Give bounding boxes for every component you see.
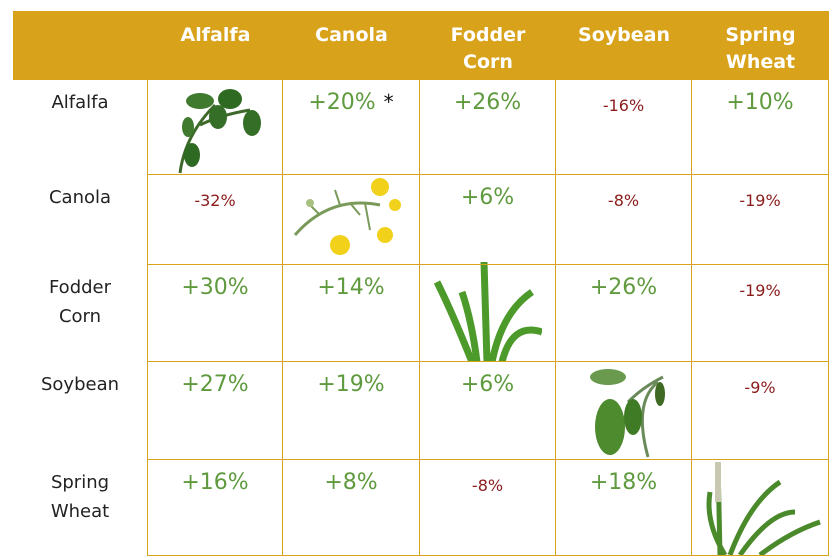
cell-value: -19% [739,191,780,210]
column-header: Canola [283,11,420,80]
table-cell: +14% [283,265,420,362]
column-header-text: Canola [302,22,402,49]
table-cell: +6% [420,362,556,460]
cell-value: +18% [590,470,657,495]
column-header-text: Alfalfa [166,22,266,49]
cell-value: -8% [608,191,639,210]
cell-value: +16% [181,470,248,495]
table-cell [692,460,829,556]
column-header-text: Spring Wheat [711,22,811,76]
column-header-text: Soybean [574,22,674,49]
cell-value: +10% [726,90,793,115]
cell-value: -8% [472,476,503,495]
table-cell: -8% [420,460,556,556]
cell-value: +8% [324,470,377,495]
cell-value: +30% [181,275,248,300]
table-cell: -32% [148,175,283,265]
cell-value: +27% [181,372,248,397]
note-mark: * [384,90,394,114]
row-label-text: Canola [40,183,120,212]
column-header-text: Fodder Corn [438,22,538,76]
row-label: Alfalfa [13,80,148,175]
cell-value: +26% [590,275,657,300]
column-header: Alfalfa [148,11,283,80]
row-label-text: Soybean [40,370,120,399]
row-label-text: Spring Wheat [40,468,120,526]
table-cell: -19% [692,175,829,265]
table-cell: +30% [148,265,283,362]
table-cell: +20% * [283,80,420,175]
table-cell: -16% [556,80,692,175]
cell-value: +14% [317,275,384,300]
table-cell: -9% [692,362,829,460]
table-cell: +26% [420,80,556,175]
cell-value: -16% [603,96,644,115]
row-label: Soybean [13,362,148,460]
table-cell: -8% [556,175,692,265]
page: Alfalfa Canola Fodder Corn Soybean Spring Wh… [0,0,829,555]
table-cell: +6% [420,175,556,265]
row-label-text: Fodder Corn [40,273,120,331]
row-label: Spring Wheat [13,460,148,556]
table-cell [148,80,283,175]
column-header: Spring Wheat [692,11,829,80]
table-cell: +16% [148,460,283,556]
table-cell: +26% [556,265,692,362]
cell-value: -19% [739,281,780,300]
cell-value: +6% [461,185,514,210]
cell-value: -9% [744,378,775,397]
table-cell [420,265,556,362]
table-cell [556,362,692,460]
cell-value: +19% [317,372,384,397]
cell-value: -32% [194,191,235,210]
table-cell [283,175,420,265]
table-cell: +18% [556,460,692,556]
cell-value: +6% [461,372,514,397]
cell-value: +26% [454,90,521,115]
row-label: Fodder Corn [13,265,148,362]
column-header: Soybean [556,11,692,80]
table-cell: +8% [283,460,420,556]
row-label: Canola [13,175,148,265]
table-cell: +10% [692,80,829,175]
row-label-text: Alfalfa [40,88,120,117]
table-cell: +19% [283,362,420,460]
table-cell: -19% [692,265,829,362]
column-header: Fodder Corn [420,11,556,80]
cell-value: +20% [308,90,375,115]
table-cell: +27% [148,362,283,460]
